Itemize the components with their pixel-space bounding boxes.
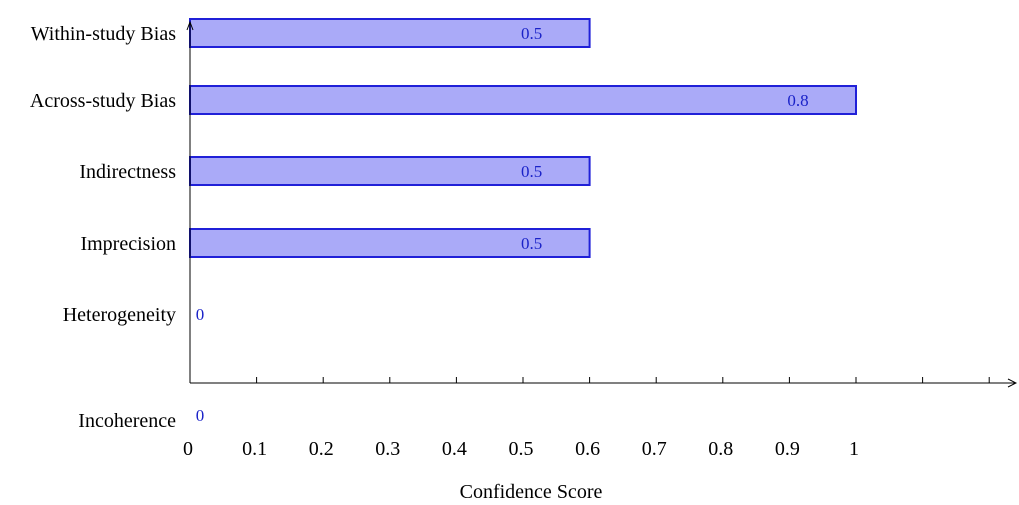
category-label: Heterogeneity — [63, 304, 176, 326]
tick-labels-group: 0 0.1 0.2 0.3 0.4 0.5 0.6 0.7 0.8 0.9 1 — [183, 438, 859, 460]
y-axis-arrow — [186, 20, 194, 31]
x-tick-label: 0.2 — [309, 438, 334, 460]
x-tick-label: 0 — [183, 438, 193, 460]
category-labels-group: Within-study Bias Across-study Bias Indire… — [30, 23, 176, 432]
axes-group — [186, 20, 1018, 388]
bar — [189, 85, 857, 115]
data-labels-group: 0.5 0.8 0.5 0.5 0 0 — [196, 24, 809, 425]
x-tick-label: 0.8 — [708, 438, 733, 460]
data-label: 0 — [196, 406, 205, 425]
category-label: Within-study Bias — [31, 23, 177, 45]
data-label: 0.5 — [521, 162, 542, 181]
x-tick-label: 1 — [849, 438, 859, 460]
x-tick-label: 0.3 — [375, 438, 400, 460]
category-label: Incoherence — [78, 410, 176, 432]
bars-group — [189, 18, 857, 258]
data-label: 0.5 — [521, 24, 542, 43]
category-label: Indirectness — [79, 161, 176, 183]
category-label: Across-study Bias — [30, 90, 176, 112]
data-label: 0.5 — [521, 234, 542, 253]
x-tick-label: 0.6 — [575, 438, 600, 460]
x-tick-label: 0.4 — [442, 438, 467, 460]
category-label: Imprecision — [80, 233, 176, 255]
bar — [189, 228, 591, 258]
data-label: 0 — [196, 305, 205, 324]
data-label: 0.8 — [787, 91, 808, 110]
x-tick-label: 0.7 — [642, 438, 667, 460]
bar — [189, 156, 591, 186]
x-tick-label: 0.9 — [775, 438, 800, 460]
x-axis-title: Confidence Score — [460, 481, 603, 503]
x-tick-label: 0.1 — [242, 438, 267, 460]
x-axis-arrow — [1007, 378, 1018, 388]
x-tick-label: 0.5 — [509, 438, 534, 460]
